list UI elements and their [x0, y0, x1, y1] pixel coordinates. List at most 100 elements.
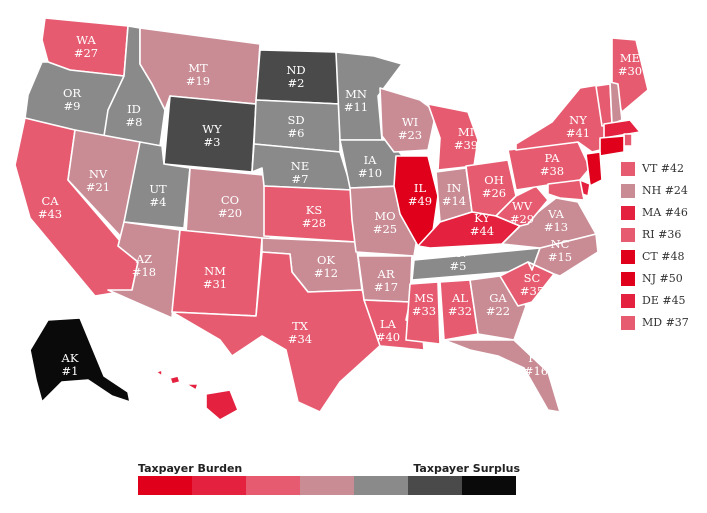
state-label-tn: TN #5 [449, 246, 467, 273]
state-hi [155, 369, 239, 421]
state-fl [443, 339, 561, 413]
state-abbr: NC [551, 237, 570, 251]
state-rank: #15 [548, 250, 572, 264]
state-rank: #4 [150, 195, 167, 209]
legend-label: MD #37 [642, 316, 689, 329]
state-rank: #32 [448, 304, 472, 318]
state-ny [515, 83, 609, 153]
state-abbr: WI [402, 115, 418, 129]
state-label-mn: MN #11 [344, 87, 368, 114]
state-abbr: CO [221, 193, 239, 207]
legend-swatch [621, 227, 635, 242]
legend-label: VT #42 [642, 162, 684, 175]
state-rank: #8 [126, 115, 143, 129]
legend-swatch [621, 205, 635, 220]
state-me [611, 37, 649, 113]
state-abbr: NE [291, 159, 309, 173]
state-abbr: OR [63, 86, 81, 100]
legend-row: NJ #50 [621, 271, 683, 286]
state-abbr: WY [202, 122, 222, 136]
legend-row: CT #48 [621, 249, 684, 264]
legend-row: VT #42 [621, 161, 684, 176]
legend-label: RI #36 [642, 228, 682, 241]
legend-row: NH #24 [621, 183, 688, 198]
legend-row: MD #37 [621, 315, 689, 330]
state-label-in: IN #14 [442, 181, 466, 208]
state-nh [609, 81, 623, 125]
state-ak [29, 317, 131, 403]
state-label-ut: UT #4 [149, 182, 167, 209]
state-label-ca: CA #43 [38, 194, 62, 221]
scale-swatch [192, 476, 246, 495]
state-rank: #14 [442, 194, 466, 208]
state-abbr: TN [449, 246, 467, 260]
state-abbr: WA [76, 33, 96, 47]
state-abbr: MS [414, 291, 434, 305]
state-abbr: ND [286, 63, 305, 77]
state-rank: #19 [186, 74, 210, 88]
state-rank: #11 [344, 100, 368, 114]
state-tx [171, 251, 383, 413]
state-label-ar: AR #17 [374, 267, 398, 294]
state-rank: #20 [218, 206, 242, 220]
state-label-me: ME #30 [618, 51, 642, 78]
state-rank: #28 [302, 216, 326, 230]
scale-swatch [408, 476, 462, 495]
state-label-ky: KY #44 [470, 211, 494, 238]
legend-label: CT #48 [642, 250, 685, 263]
scale-swatch [462, 476, 516, 495]
state-rank: #41 [566, 126, 590, 140]
state-rank: #3 [204, 135, 221, 149]
legend-label: DE #45 [642, 294, 686, 307]
state-rank: #22 [486, 304, 510, 318]
state-abbr: IN [447, 181, 462, 195]
state-label-mo: MO #25 [373, 209, 397, 236]
state-label-ks: KS #28 [302, 203, 326, 230]
state-abbr: IA [364, 153, 378, 167]
state-label-mi: MI #39 [454, 125, 478, 152]
state-ct [599, 135, 625, 157]
state-label-or: OR #9 [63, 86, 81, 113]
legend-swatch [621, 293, 635, 308]
state-label-sc: SC #35 [520, 271, 544, 298]
state-rank: #12 [314, 266, 338, 280]
state-ma [603, 119, 641, 139]
state-label-fl: FL #16 [524, 351, 548, 378]
state-abbr: OK [317, 253, 335, 267]
state-rank: #5 [450, 259, 467, 273]
state-abbr: TX [292, 319, 309, 333]
state-rank: #13 [544, 220, 568, 234]
legend-swatch [621, 249, 635, 264]
legend-row: RI #36 [621, 227, 681, 242]
state-label-nc: NC #15 [548, 237, 572, 264]
state-ri [623, 133, 633, 147]
state-label-id: ID #8 [126, 102, 143, 129]
state-label-la: LA #40 [376, 317, 400, 344]
state-rank: #33 [412, 304, 436, 318]
state-abbr: GA [489, 291, 507, 305]
state-abbr: MI [458, 125, 474, 139]
state-abbr: FL [528, 351, 544, 365]
state-rank: #35 [520, 284, 544, 298]
state-rank: #21 [86, 180, 110, 194]
state-label-mt: MT #19 [186, 61, 210, 88]
state-rank: #6 [288, 126, 305, 140]
legend-row: MA #46 [621, 205, 688, 220]
state-abbr: KS [306, 203, 323, 217]
state-abbr: SD [287, 113, 304, 127]
state-rank: #10 [358, 166, 382, 180]
state-rank: #7 [292, 172, 309, 186]
scale-swatch [354, 476, 408, 495]
state-label-ok: OK #12 [314, 253, 338, 280]
state-label-ne: NE #7 [291, 159, 309, 186]
state-abbr: VA [547, 207, 565, 221]
state-abbr: ID [127, 102, 141, 116]
state-abbr: MT [188, 61, 208, 75]
legend-swatch [621, 315, 635, 330]
state-abbr: IL [414, 181, 427, 195]
state-label-il: IL #49 [408, 181, 432, 208]
state-rank: #25 [373, 222, 397, 236]
state-label-az: AZ #18 [132, 252, 156, 279]
state-rank: #38 [540, 164, 564, 178]
